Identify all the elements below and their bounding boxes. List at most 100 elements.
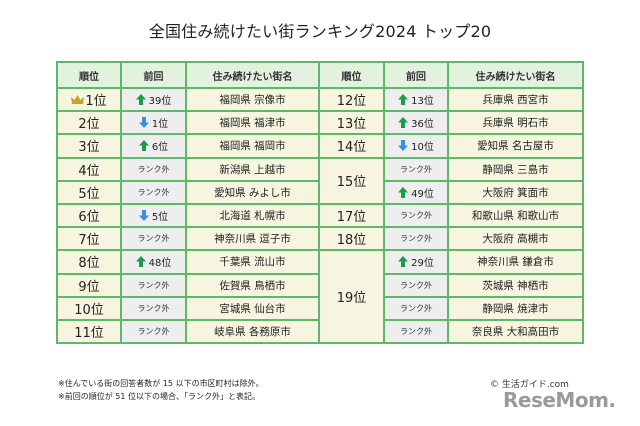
prev-rank-cell: ランク外 (120, 179, 187, 205)
table-row: 7位 ランク外 神奈川県 逗子市 18位 ランク外 大阪府 高槻市 (56, 226, 584, 252)
prev-rank-value: ランク外 (400, 164, 432, 174)
rank-value: 2位 (78, 117, 100, 133)
city-name-cell: 静岡県 三島市 (447, 156, 584, 182)
prev-rank-cell: 5位 (120, 202, 187, 229)
table-row: 8位 48位 千葉県 流山市 19位 29位 神奈川県 鎌倉市 (56, 249, 584, 345)
rank-value: 13位 (336, 117, 367, 133)
table-row: 6位 5位 北海道 札幌市 17位 ランク外 和歌山県 和歌山市 (56, 202, 584, 229)
prev-rank-cell: 13位 (383, 86, 449, 113)
city-name-cell: 茨城県 神栖市 (447, 272, 584, 298)
prev-rank-value: ランク外 (137, 164, 170, 174)
rank-cell: 19位 (318, 249, 385, 345)
header-prev-left: 前回 (120, 61, 187, 89)
prev-rank-value: 48位 (148, 258, 172, 270)
rank-value: 9位 (78, 279, 100, 295)
prev-rank-value: 5位 (151, 212, 169, 224)
prev-rank-value: ランク外 (400, 326, 432, 336)
rank-value: 3位 (78, 140, 100, 156)
rank-value: 10位 (74, 302, 104, 318)
prev-rank-value: ランク外 (137, 234, 170, 244)
rank-cell: 10位 (56, 295, 122, 321)
city-name-cell: 千葉県 流山市 (185, 249, 320, 275)
city-name-cell: 静岡県 焼津市 (447, 295, 584, 321)
rank-cell: 13位 (318, 110, 385, 136)
city-name-cell: 大阪府 高槻市 (447, 226, 584, 252)
prev-rank-cell: ランク外 (120, 226, 187, 252)
table-row: 4位 ランク外 新潟県 上越市 15位 ランク外 静岡県 三島市 (56, 156, 584, 205)
table-row: 5位 ランク外 愛知県 みよし市 49位 大阪府 箕面市 (56, 179, 584, 205)
table-row: 2位 1位 福岡県 福津市 13位 36位 兵庫県 明石市 (56, 110, 584, 136)
footnote-2: ※前回の順位が 51 位以下の場合、「ランク外」と表記。 (58, 392, 260, 401)
prev-rank-cell: ランク外 (383, 272, 449, 298)
credit-text: © 生活ガイド.com (490, 380, 569, 390)
rank-cell: 4位 (56, 156, 122, 182)
prev-rank-value: ランク外 (137, 326, 170, 336)
table-row: 9位 ランク外 佐賀県 鳥栖市 ランク外 茨城県 神栖市 (56, 272, 584, 298)
prev-rank-cell: ランク外 (383, 295, 449, 321)
table-row: 11位 ランク外 岐阜県 各務原市 ランク外 奈良県 大和高田市 (56, 318, 584, 345)
rank-value: 19位 (336, 291, 367, 307)
prev-rank-value: ランク外 (137, 303, 170, 313)
city-name-cell: 和歌山県 和歌山市 (447, 202, 584, 229)
city-name-cell: 宮城県 仙台市 (185, 295, 320, 321)
arrow-down-icon (138, 210, 149, 222)
prev-rank-cell: 48位 (120, 249, 187, 275)
prev-rank-value: 13位 (411, 96, 434, 108)
header-city-left: 住み続けたい街名 (185, 61, 320, 89)
city-name-cell: 新潟県 上越市 (185, 156, 320, 182)
rank-cell: 17位 (318, 202, 385, 229)
rank-value: 1位 (85, 94, 107, 110)
prev-rank-value: ランク外 (400, 211, 432, 221)
rank-value: 7位 (78, 233, 100, 249)
arrow-down-icon (138, 117, 149, 129)
rank-value: 5位 (78, 186, 100, 202)
ranking-table: 順位 前回 住み続けたい街名 順位 前回 住み続けたい街名 1位 39位 福岡県 宗… (56, 61, 584, 345)
prev-rank-cell: 49位 (383, 179, 449, 205)
arrow-up-icon (135, 94, 146, 106)
city-name-cell: 北海道 札幌市 (185, 202, 320, 229)
header-prev-right: 前回 (383, 61, 449, 89)
table-row: 1位 39位 福岡県 宗像市 12位 13位 兵庫県 西宮市 (56, 86, 584, 113)
table-row: 10位 ランク外 宮城県 仙台市 ランク外 静岡県 焼津市 (56, 295, 584, 321)
rank-cell: 18位 (318, 226, 385, 252)
rank-cell: 7位 (56, 226, 122, 252)
rank-cell: 14位 (318, 133, 385, 159)
prev-rank-cell: ランク外 (383, 318, 449, 345)
prev-rank-value: 29位 (411, 258, 434, 270)
rank-cell: 2位 (56, 110, 122, 136)
header-city-right: 住み続けたい街名 (447, 61, 584, 89)
prev-rank-cell: ランク外 (120, 318, 187, 345)
brand-logo: ReseMom. (503, 388, 616, 412)
prev-rank-value: 36位 (411, 119, 434, 131)
city-name-cell: 愛知県 みよし市 (185, 179, 320, 205)
arrow-up-icon (398, 117, 409, 129)
city-name-cell: 佐賀県 鳥栖市 (185, 272, 320, 298)
arrow-up-icon (398, 256, 409, 268)
rank-cell: 9位 (56, 272, 122, 298)
rank-cell: 5位 (56, 179, 122, 205)
arrow-up-icon (398, 186, 409, 198)
table-header-row: 順位 前回 住み続けたい街名 順位 前回 住み続けたい街名 (56, 61, 584, 89)
prev-rank-value: 6位 (151, 142, 169, 154)
city-name-cell: 岐阜県 各務原市 (185, 318, 320, 345)
prev-rank-cell: 39位 (120, 86, 187, 113)
header-rank-right: 順位 (318, 61, 385, 89)
prev-rank-cell: ランク外 (383, 202, 449, 229)
table-row: 3位 6位 福岡県 福岡市 14位 10位 愛知県 名古屋市 (56, 133, 584, 159)
prev-rank-value: ランク外 (400, 303, 432, 313)
crown-icon (71, 94, 85, 105)
rank-cell: 15位 (318, 156, 385, 205)
prev-rank-cell: ランク外 (120, 272, 187, 298)
city-name-cell: 兵庫県 明石市 (447, 110, 584, 136)
prev-rank-cell: 36位 (383, 110, 449, 136)
arrow-down-icon (398, 140, 409, 152)
prev-rank-value: ランク外 (137, 187, 170, 197)
rank-value: 8位 (78, 256, 100, 272)
rank-cell: 1位 (56, 86, 122, 113)
rank-value: 17位 (336, 210, 367, 226)
prev-rank-cell: 10位 (383, 133, 449, 159)
city-name-cell: 福岡県 福津市 (185, 110, 320, 136)
prev-rank-value: 49位 (411, 188, 434, 200)
city-name-cell: 愛知県 名古屋市 (447, 133, 584, 159)
city-name-cell: 神奈川県 逗子市 (185, 226, 320, 252)
